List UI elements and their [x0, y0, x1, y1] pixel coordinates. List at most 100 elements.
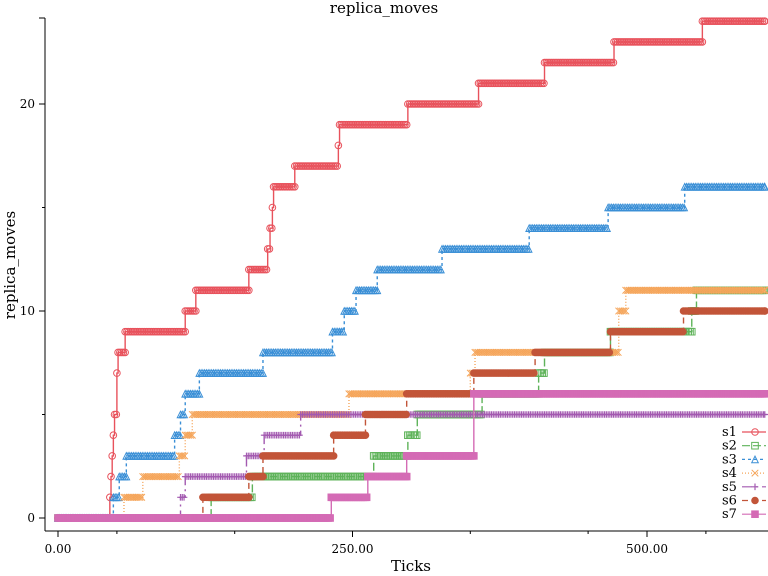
data-point-s4: [355, 390, 364, 398]
data-point-s4: [492, 348, 500, 357]
x-tick-label: 0.00: [45, 542, 72, 556]
data-point-s4: [620, 307, 628, 315]
data-point-s4: [380, 390, 388, 398]
data-point-s4: [275, 410, 283, 419]
data-point-s4: [676, 286, 685, 294]
data-point-s1: [192, 307, 200, 315]
y-tick-label: 20: [20, 97, 35, 111]
data-point-s7: [362, 493, 371, 502]
data-point-s4: [634, 286, 642, 294]
data-point-s4: [186, 431, 195, 439]
data-point-s4: [497, 348, 506, 357]
legend-marker: [751, 428, 759, 436]
data-point-s4: [223, 410, 232, 419]
data-point-s1: [112, 410, 121, 419]
legend-label: s5: [722, 480, 737, 495]
data-point-s4: [396, 390, 404, 398]
data-point-s4: [167, 472, 175, 481]
legend-marker: [750, 454, 760, 464]
data-point-s4: [147, 472, 156, 481]
data-point-s4: [761, 286, 768, 294]
data-point-s4: [724, 286, 732, 294]
legend-item-s2: s2: [722, 439, 766, 454]
data-point-s4: [172, 472, 181, 481]
data-point-s4: [384, 390, 392, 398]
data-point-s3: [122, 472, 131, 481]
y-tick-label: 10: [20, 304, 35, 318]
data-point-s4: [685, 286, 694, 294]
data-point-s4: [747, 286, 755, 294]
legend-label: s7: [722, 507, 737, 522]
data-point-s4: [668, 286, 676, 294]
data-point-s4: [615, 307, 623, 315]
plot-area: [53, 17, 768, 522]
data-point-s4: [282, 410, 290, 419]
data-point-s4: [175, 452, 183, 460]
data-point-s4: [517, 348, 525, 357]
data-point-s4: [271, 410, 279, 419]
data-point-s4: [645, 286, 653, 294]
data-point-s4: [759, 286, 768, 294]
data-point-s4: [211, 410, 219, 419]
data-point-s4: [273, 410, 281, 419]
data-point-s4: [364, 390, 373, 398]
series-s3: [53, 182, 768, 522]
data-point-s4: [652, 286, 660, 294]
data-point-s4: [181, 431, 189, 439]
data-point-s1: [109, 431, 118, 440]
data-point-s4: [722, 286, 731, 294]
data-point-s4: [650, 286, 658, 294]
series-s7: [54, 390, 768, 522]
data-point-s5: [761, 411, 768, 418]
data-point-s4: [225, 410, 234, 419]
legend-item-s1: s1: [722, 425, 766, 440]
legend-label: s2: [722, 439, 737, 454]
data-point-s4: [248, 410, 257, 419]
data-point-s4: [653, 286, 662, 294]
data-point-s3: [175, 430, 185, 439]
legend-label: s4: [722, 466, 737, 481]
data-point-s4: [526, 348, 534, 357]
data-point-s4: [255, 410, 264, 419]
data-point-s4: [170, 472, 179, 481]
data-point-s4: [473, 348, 481, 357]
data-point-s4: [241, 410, 249, 419]
data-point-s4: [287, 410, 295, 419]
data-point-s3: [114, 492, 123, 502]
data-point-s4: [188, 410, 196, 419]
data-point-s4: [238, 410, 246, 419]
data-point-s6: [605, 348, 614, 357]
data-point-s4: [151, 472, 159, 481]
data-point-s4: [246, 410, 255, 419]
data-point-s4: [478, 348, 486, 357]
data-point-s4: [510, 348, 518, 357]
data-point-s4: [280, 410, 288, 419]
data-point-s4: [156, 472, 165, 481]
data-point-s6: [259, 472, 267, 481]
data-point-s4: [257, 410, 265, 419]
data-point-s4: [721, 286, 729, 294]
data-point-s1: [333, 162, 341, 170]
data-point-s1: [334, 141, 343, 150]
data-point-s4: [474, 348, 483, 357]
data-point-s4: [618, 307, 626, 315]
data-point-s4: [239, 410, 248, 419]
data-point-s4: [483, 348, 492, 357]
data-point-s4: [136, 493, 144, 501]
data-point-s3: [179, 410, 189, 419]
data-point-s4: [694, 286, 702, 294]
x-axis-label: Ticks: [391, 557, 431, 575]
data-point-s4: [471, 348, 479, 357]
data-point-s4: [276, 410, 285, 419]
data-point-s4: [522, 348, 530, 357]
data-point-s4: [751, 286, 759, 294]
data-point-s4: [692, 286, 701, 294]
data-point-s4: [490, 348, 499, 357]
data-point-s4: [494, 348, 502, 357]
data-point-s4: [292, 410, 301, 419]
data-point-s4: [208, 410, 216, 419]
data-point-s4: [179, 452, 187, 460]
data-point-s4: [122, 493, 130, 501]
data-point-s4: [389, 390, 397, 398]
